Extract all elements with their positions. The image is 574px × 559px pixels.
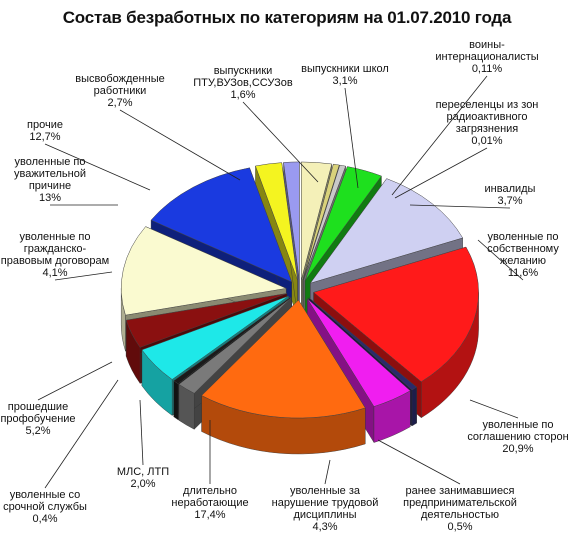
slice-labels: выпускники школ 3,1% воины-интернационалис… — [0, 39, 568, 533]
pie-slice — [141, 295, 289, 380]
pie-slice — [309, 178, 464, 284]
pie-slice — [255, 162, 298, 281]
pie-slice — [303, 164, 346, 281]
leader-line — [377, 439, 461, 485]
slice-label: выпускники ПТУ,ВУЗов,ССУЗов 1,6% — [193, 65, 293, 101]
leader-line — [242, 101, 319, 183]
leader-line — [44, 143, 151, 191]
pie-slice — [173, 297, 291, 385]
leader-line — [37, 361, 113, 401]
leader-line — [324, 459, 331, 485]
slice-label: воины-интернационалисты 0,11% — [435, 39, 538, 75]
chart-title: Состав безработных по категориям на 01.0… — [62, 8, 512, 27]
pie-slice — [301, 161, 333, 281]
leader-line — [469, 399, 519, 419]
slice-label: инвалиды 3,7% — [485, 183, 536, 207]
slice-label: выпускники школ 3,1% — [301, 63, 389, 87]
slice-label: длительно неработающие 17,4% — [171, 485, 248, 521]
slice-label: ранее занимавшиеся предпринимательской дея… — [403, 485, 517, 533]
leader-line — [344, 87, 359, 189]
slice-outer-wall — [173, 380, 179, 421]
pie-slice — [150, 167, 293, 283]
pie-slice — [201, 299, 366, 419]
leader-line — [54, 271, 113, 281]
pie-slice — [307, 298, 411, 407]
slice-outer-wall — [411, 386, 417, 427]
slice-label: уволенные по гражданско-правовым договора… — [1, 231, 109, 279]
pie-slice — [125, 293, 287, 348]
leader-line — [409, 204, 511, 209]
leader-line — [391, 75, 488, 196]
slice-label: уволенные за нарушение трудовой дисциплины… — [272, 485, 379, 533]
pie-slice — [302, 163, 340, 281]
slice-label: прошедшие профобучение 5,2% — [0, 401, 75, 437]
slice-label: переселенцы из зон радиоактивного загрязне… — [436, 99, 539, 147]
slice-label: прочие 12,7% — [27, 119, 63, 143]
pie-slice — [313, 246, 479, 383]
pie-slice — [178, 297, 292, 394]
slice-label: высвобожденные работники 2,7% — [75, 73, 164, 109]
pie-slice — [120, 226, 288, 316]
slice-tops — [120, 161, 479, 419]
leader-line — [477, 239, 524, 281]
slice-label: уволенные по соглашению сторон 20,9% — [467, 419, 568, 455]
pie-slice — [304, 166, 382, 281]
leader-line — [44, 379, 119, 489]
leader-line — [139, 399, 144, 466]
leader-line — [394, 147, 488, 199]
pie-slice — [308, 297, 418, 391]
slice-label: МЛС, ЛТП 2,0% — [117, 466, 169, 490]
slice-label: уволенные по уважительной причине 13% — [14, 156, 86, 204]
slice-label: уволенные со срочной службы 0,4% — [3, 489, 87, 525]
slice-label: уволенные по собственному желанию 11,6% — [487, 231, 559, 279]
leader-line — [119, 109, 241, 181]
